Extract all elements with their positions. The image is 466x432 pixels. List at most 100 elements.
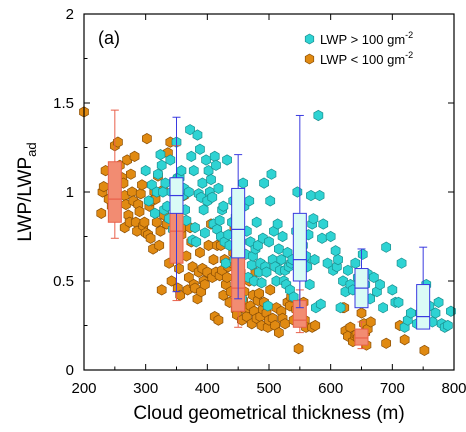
data-point-high [140,165,151,177]
data-point-high [375,278,385,291]
data-point-low [126,168,136,180]
data-point-high [211,159,221,171]
data-point-high [442,319,453,332]
x-tick-label: 300 [133,380,158,397]
data-point-low [129,150,140,163]
data-point-high [191,236,202,248]
data-point-high [201,154,211,166]
data-point-low [137,179,147,191]
data-point-high [186,150,197,163]
data-point-high [322,257,333,269]
data-point-high [266,168,277,180]
boxplot-high-750 [416,246,431,330]
data-point-high [315,298,326,310]
data-point-high [306,189,316,202]
data-point-high [330,245,341,257]
data-point-low [356,307,367,319]
data-point-low [183,271,194,284]
legend-entry-high: LWP > 100 gm-2 [304,30,413,47]
data-point-high [350,257,361,269]
data-point-high [188,165,199,177]
data-point-high [256,277,267,289]
boxplot-high-550 [292,114,307,309]
data-point-high [218,200,229,212]
boxplot-box [416,284,431,330]
x-tick-label: 800 [441,380,466,397]
data-point-high [292,186,303,198]
data-point-high [446,305,456,317]
data-point-high [314,189,325,202]
data-point-high [318,218,329,230]
data-point-high [197,177,208,189]
data-point-low [195,246,205,259]
data-point-high [251,216,262,228]
data-point-high [282,246,293,259]
data-point-high [150,207,160,219]
data-point-low [127,186,137,198]
boxplots [107,109,431,350]
boxplot-high-450 [231,154,246,300]
data-point-high [190,221,200,234]
data-point-high [265,195,276,207]
data-point-high [381,241,392,253]
data-point-high [274,243,284,255]
data-point-high [195,143,205,155]
panel-label: (a) [98,28,120,48]
data-point-high [220,257,231,269]
data-point-high [308,213,319,225]
legend-marker-low [304,53,315,65]
boxplot-low-250 [107,109,122,239]
data-point-low [345,321,356,333]
data-point-high [368,271,379,284]
data-point-low [381,337,392,349]
data-point-low [293,343,304,355]
data-point-high [272,218,283,230]
data-point-high [262,300,273,312]
data-point-low [142,132,152,145]
y-tick-label: 0.5 [53,273,74,290]
data-point-low [96,207,107,219]
data-point-low [365,316,376,328]
data-point-low [151,216,162,228]
legend-marker-high [304,33,315,45]
x-axis-label: Cloud geometrical thickness (m) [133,403,404,424]
legend-entry-low: LWP < 100 gm-2 [304,50,413,67]
x-axis-ticks: 200 300 400 500 600 700 800 [71,14,466,397]
data-point-high [185,124,195,136]
data-point-low [139,216,150,228]
y-tick-label: 2 [66,6,74,23]
data-point-low [156,284,167,296]
data-point-high [153,168,163,180]
data-point-high [259,177,269,189]
data-point-high [200,227,210,239]
data-point-low [98,181,109,193]
data-point-low [310,319,321,332]
data-point-high [396,257,407,269]
legend-label-high: LWP > 100 gm-2 [320,30,413,47]
data-point-high [357,248,368,260]
y-tick-label: 0 [66,362,74,379]
data-point-high [335,302,346,314]
data-point-high [146,179,157,191]
x-tick-label: 600 [318,380,343,397]
data-point-high [238,177,248,189]
data-point-high [378,302,388,314]
data-point-low [254,287,264,300]
data-point-high [156,159,167,171]
x-tick-label: 400 [195,380,220,397]
y-tick-label: 1.5 [53,95,74,112]
data-point-high [213,182,224,195]
data-point-high [338,275,348,287]
data-point-high [165,154,176,166]
data-point-high [277,230,288,243]
y-tick-label: 1 [66,184,74,201]
data-point-low [419,344,430,357]
data-point-high [405,307,416,319]
data-point-low [200,278,210,291]
data-point-low [265,284,276,296]
data-point-high [214,214,225,227]
data-point-high [206,173,216,186]
data-point-low [203,239,214,252]
x-tick-label: 500 [256,380,281,397]
boxplot-high-350 [169,116,184,293]
